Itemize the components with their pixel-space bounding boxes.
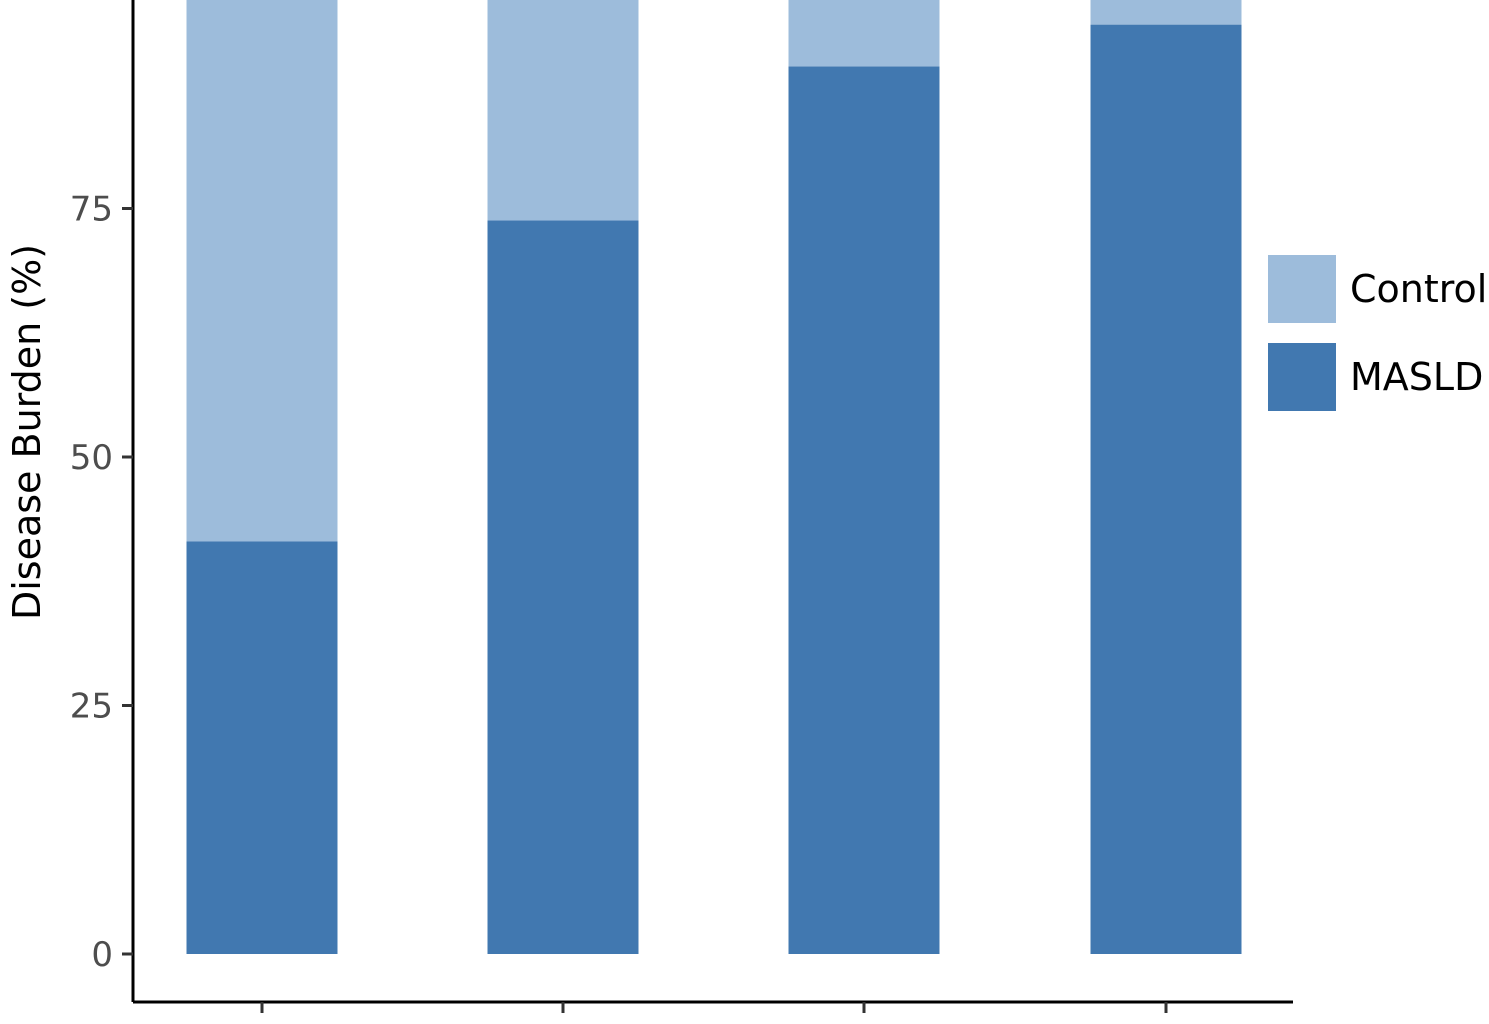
bar-control-1	[186, 0, 338, 542]
x-axis	[133, 1000, 1293, 1013]
bar-masld-1	[186, 541, 338, 954]
bar-masld-3	[788, 66, 940, 954]
legend-label-control: Control	[1350, 267, 1487, 311]
legend-swatch-control	[1268, 255, 1336, 323]
bars-layer	[186, 0, 1242, 955]
y-tick-label-25: 25	[70, 687, 113, 727]
y-axis-title: Disease Burden (%)	[5, 244, 49, 620]
bar-control-2	[487, 0, 639, 221]
bar-masld-4	[1090, 24, 1242, 955]
y-tick-label-0: 0	[91, 935, 113, 975]
bar-masld-2	[487, 220, 639, 955]
legend-swatch-masld	[1268, 343, 1336, 411]
bar-control-4	[1090, 0, 1242, 25]
y-axis: 0 25 50 75	[70, 0, 135, 1002]
y-tick-label-50: 50	[70, 438, 113, 478]
bar-control-3	[788, 0, 940, 67]
legend: Control MASLD	[1268, 255, 1487, 411]
y-tick-label-75: 75	[70, 190, 113, 230]
legend-label-masld: MASLD	[1350, 355, 1483, 399]
